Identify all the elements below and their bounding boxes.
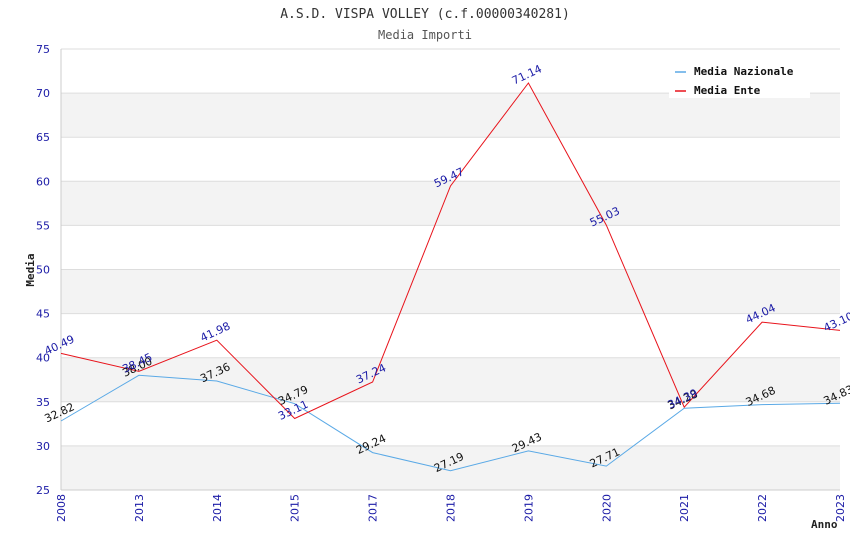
series-lines: [60, 82, 841, 472]
chart-subtitle: Media Importi: [378, 28, 472, 42]
axes: [60, 49, 840, 491]
chart-title: A.S.D. VISPA VOLLEY (c.f.00000340281): [280, 7, 570, 22]
grid-band: [61, 313, 840, 358]
x-tick-label: 2013: [133, 494, 146, 522]
x-tick-label: 2008: [55, 494, 68, 522]
grid-band: [61, 181, 840, 226]
y-tick-labels: 25 30 35 40 45 50 55 60 65 70 75: [36, 43, 50, 497]
y-tick-label: 45: [36, 308, 50, 321]
x-tick-label: 2019: [522, 494, 535, 522]
y-tick-label: 60: [36, 175, 50, 188]
legend-label-media-nazionale: Media Nazionale: [694, 65, 794, 78]
grid-band: [61, 93, 840, 138]
x-tick-label: 2020: [600, 494, 613, 522]
legend-box: [669, 60, 810, 98]
y-axis-label: Media: [24, 253, 37, 286]
y-tick-label: 25: [36, 484, 50, 497]
y-tick-label: 35: [36, 396, 50, 409]
y-tick-label: 50: [36, 264, 50, 277]
x-tick-label: 2023: [834, 494, 847, 522]
grid-band: [61, 225, 840, 270]
grid-band: [61, 445, 840, 490]
x-tick-label: 2018: [445, 494, 458, 522]
legend-label-media-ente: Media Ente: [694, 84, 761, 97]
y-tick-label: 40: [36, 352, 50, 365]
series-line-media-nazionale: [60, 374, 841, 472]
y-tick-label: 70: [36, 87, 50, 100]
plot-background: [61, 49, 840, 490]
grid-band: [61, 357, 840, 402]
series-line-media-ente: [60, 82, 841, 420]
legend: Media Nazionale Media Ente: [669, 60, 810, 98]
y-tick-label: 65: [36, 131, 50, 144]
y-tick-label: 75: [36, 43, 50, 56]
grid-band: [61, 401, 840, 446]
grid-band: [61, 269, 840, 314]
y-tick-label: 55: [36, 219, 50, 232]
x-tick-labels: 2008 2013 2014 2015 2017 2018 2019 2020 2021 2022…: [55, 494, 847, 522]
x-tick-label: 2021: [678, 494, 691, 522]
y-tick-label: 30: [36, 440, 50, 453]
x-tick-label: 2017: [367, 494, 380, 522]
x-tick-label: 2015: [289, 494, 302, 522]
x-tick-label: 2014: [211, 494, 224, 522]
x-tick-label: 2022: [756, 494, 769, 522]
x-axis-label: Anno: [811, 518, 838, 531]
grid-band: [61, 137, 840, 182]
